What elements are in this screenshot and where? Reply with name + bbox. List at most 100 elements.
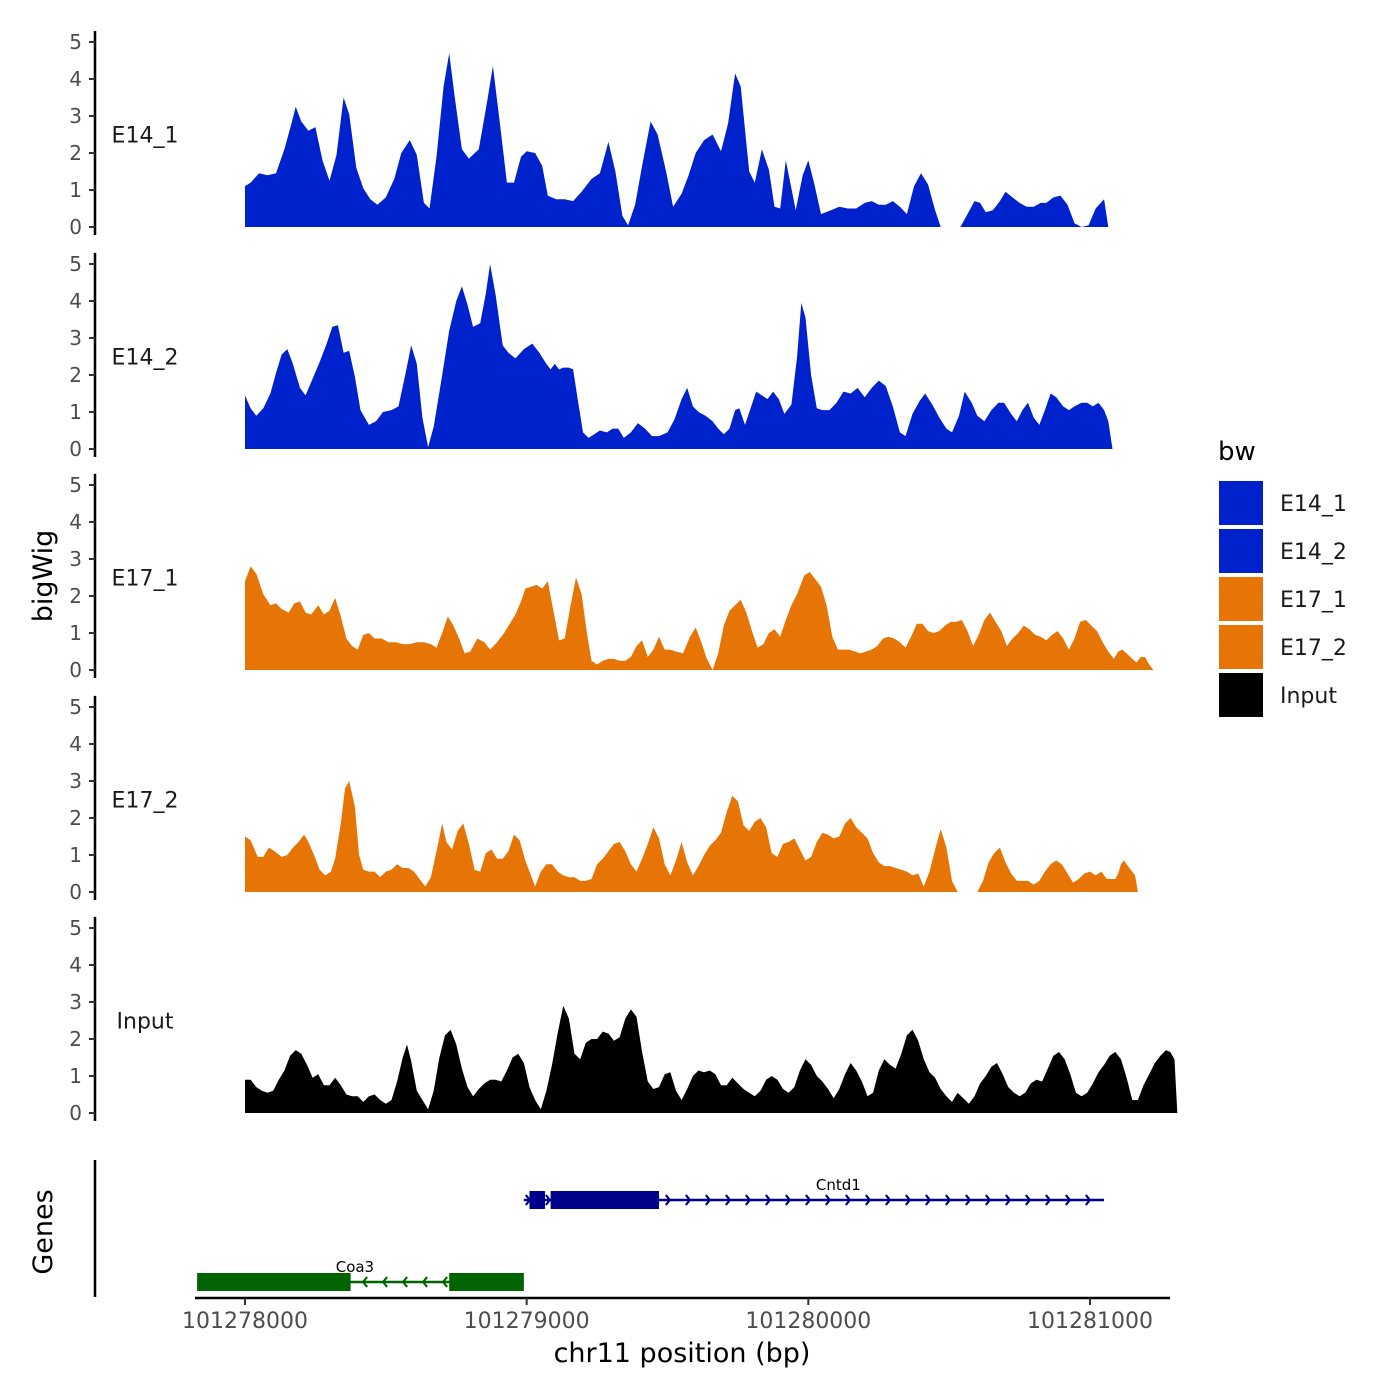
track-label-E14_2: E14_2 bbox=[112, 346, 179, 371]
track-E17_2: 0 1 2 3 4 5 E17_2 bbox=[69, 695, 1138, 904]
y-tick-label: 2 bbox=[69, 1027, 82, 1051]
x-axis: 101278000 101279000 101280000 101281000 bbox=[182, 1296, 1170, 1334]
y-tick-label: 4 bbox=[69, 953, 82, 977]
strand-chevron bbox=[964, 1194, 972, 1206]
strand-chevron bbox=[724, 1194, 732, 1206]
x-tick-label: 101281000 bbox=[1027, 1309, 1153, 1334]
legend-label-E14_1: E14_1 bbox=[1280, 492, 1347, 517]
y-tick-label: 1 bbox=[69, 621, 82, 645]
legend-swatch-E17_1 bbox=[1217, 575, 1265, 623]
y-tick-label: 5 bbox=[69, 30, 82, 54]
genes-panel-title: Genes bbox=[28, 1189, 59, 1274]
strand-chevron bbox=[544, 1194, 552, 1206]
legend-title: bw bbox=[1218, 437, 1256, 467]
y-tick-label: 4 bbox=[69, 289, 82, 313]
track-E14_1: 0 1 2 3 4 5 E14_1 bbox=[69, 30, 1109, 239]
y-tick-label: 1 bbox=[69, 843, 82, 867]
strand-chevron bbox=[664, 1194, 672, 1206]
strand-chevron bbox=[924, 1194, 932, 1206]
x-tick-label: 101278000 bbox=[182, 1309, 308, 1334]
coverage-tracks: 0 1 2 3 4 5 E14_1 0 1 2 3 4 5 E14_2 0 1 2 3 4 5 E17_1 0 1 2 3 4 5 E… bbox=[69, 30, 1178, 1125]
gene-Coa3: Coa3 bbox=[197, 1258, 524, 1291]
strand-chevron bbox=[421, 1276, 428, 1288]
y-tick-label: 3 bbox=[69, 990, 82, 1014]
strand-chevron bbox=[401, 1276, 408, 1288]
strand-chevron bbox=[1084, 1194, 1092, 1206]
y-tick-label: 5 bbox=[69, 473, 82, 497]
y-tick-label: 3 bbox=[69, 326, 82, 350]
y-tick-label: 3 bbox=[69, 104, 82, 128]
track-label-E17_2: E17_2 bbox=[112, 789, 179, 814]
y-tick-label: 1 bbox=[69, 400, 82, 424]
exon-block bbox=[550, 1191, 660, 1209]
legend-label-E17_1: E17_1 bbox=[1280, 588, 1347, 613]
coverage-area-Input bbox=[245, 1005, 1178, 1113]
strand-chevron bbox=[784, 1194, 792, 1206]
strand-chevron bbox=[1044, 1194, 1052, 1206]
legend-label-E17_2: E17_2 bbox=[1280, 636, 1347, 661]
track-E14_2: 0 1 2 3 4 5 E14_2 bbox=[69, 252, 1113, 461]
y-tick-label: 0 bbox=[69, 1101, 82, 1125]
y-axis-title: bigWig bbox=[28, 530, 59, 623]
legend-swatch-E14_1 bbox=[1217, 479, 1265, 527]
strand-chevron bbox=[864, 1194, 872, 1206]
x-axis-title: chr11 position (bp) bbox=[554, 1338, 811, 1369]
strand-chevron bbox=[1004, 1194, 1012, 1206]
track-label-E14_1: E14_1 bbox=[112, 124, 179, 149]
track-E17_1: 0 1 2 3 4 5 E17_1 bbox=[69, 473, 1154, 682]
strand-chevron bbox=[381, 1276, 388, 1288]
coverage-area-E14_2 bbox=[245, 264, 1113, 449]
gene-panel: Cntd1 Coa3 bbox=[93, 1160, 1105, 1297]
y-tick-label: 2 bbox=[69, 806, 82, 830]
strand-chevron bbox=[1064, 1194, 1072, 1206]
y-tick-label: 2 bbox=[69, 584, 82, 608]
coverage-area-E14_1 bbox=[245, 53, 1109, 227]
y-tick-label: 1 bbox=[69, 178, 82, 202]
gene-label: Cntd1 bbox=[816, 1176, 861, 1194]
strand-chevron bbox=[804, 1194, 812, 1206]
y-tick-label: 3 bbox=[69, 547, 82, 571]
y-tick-label: 4 bbox=[69, 732, 82, 756]
strand-chevron bbox=[984, 1194, 992, 1206]
legend-swatch-E17_2 bbox=[1217, 623, 1265, 671]
y-tick-label: 5 bbox=[69, 695, 82, 719]
strand-chevron bbox=[684, 1194, 692, 1206]
strand-chevron bbox=[844, 1194, 852, 1206]
strand-chevron bbox=[904, 1194, 912, 1206]
coverage-area-E17_2 bbox=[245, 781, 1138, 892]
y-tick-label: 0 bbox=[69, 658, 82, 682]
exon-block bbox=[529, 1191, 545, 1209]
gene-label: Coa3 bbox=[336, 1258, 374, 1276]
strand-chevron bbox=[824, 1194, 832, 1206]
legend-label-Input: Input bbox=[1280, 684, 1337, 709]
legend: bw E14_1 E14_2 E17_1 E17_2 Input bbox=[1217, 437, 1347, 719]
x-tick-label: 101280000 bbox=[745, 1309, 871, 1334]
strand-chevron bbox=[704, 1194, 712, 1206]
strand-chevron bbox=[1024, 1194, 1032, 1206]
exon-block bbox=[197, 1273, 351, 1291]
legend-swatch-E14_2 bbox=[1217, 527, 1265, 575]
strand-chevron bbox=[361, 1276, 368, 1288]
strand-chevron bbox=[744, 1194, 752, 1206]
y-tick-label: 0 bbox=[69, 437, 82, 461]
track-label-E17_1: E17_1 bbox=[112, 567, 179, 592]
track-label-Input: Input bbox=[117, 1010, 174, 1035]
y-tick-label: 4 bbox=[69, 67, 82, 91]
coverage-area-E17_1 bbox=[245, 566, 1154, 670]
legend-label-E14_2: E14_2 bbox=[1280, 540, 1347, 565]
y-tick-label: 5 bbox=[69, 252, 82, 276]
strand-chevron bbox=[441, 1276, 448, 1288]
y-tick-label: 0 bbox=[69, 215, 82, 239]
strand-chevron bbox=[764, 1194, 772, 1206]
strand-chevron bbox=[944, 1194, 952, 1206]
y-tick-label: 1 bbox=[69, 1064, 82, 1088]
legend-swatch-Input bbox=[1217, 671, 1265, 719]
y-tick-label: 5 bbox=[69, 916, 82, 940]
exon-block bbox=[449, 1273, 524, 1291]
gene-Cntd1: Cntd1 bbox=[523, 1176, 1105, 1209]
y-tick-label: 0 bbox=[69, 880, 82, 904]
x-tick-label: 101279000 bbox=[464, 1309, 590, 1334]
strand-chevron bbox=[884, 1194, 892, 1206]
track-Input: 0 1 2 3 4 5 Input bbox=[69, 916, 1178, 1125]
